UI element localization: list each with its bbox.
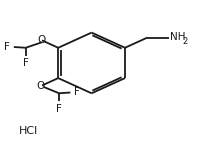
Text: F: F [4, 42, 10, 52]
Text: NH: NH [170, 32, 185, 42]
Text: HCl: HCl [19, 126, 38, 136]
Text: 2: 2 [182, 37, 187, 46]
Text: O: O [38, 35, 46, 45]
Text: F: F [23, 58, 29, 68]
Text: F: F [74, 87, 80, 97]
Text: F: F [56, 104, 62, 114]
Text: O: O [37, 81, 45, 91]
